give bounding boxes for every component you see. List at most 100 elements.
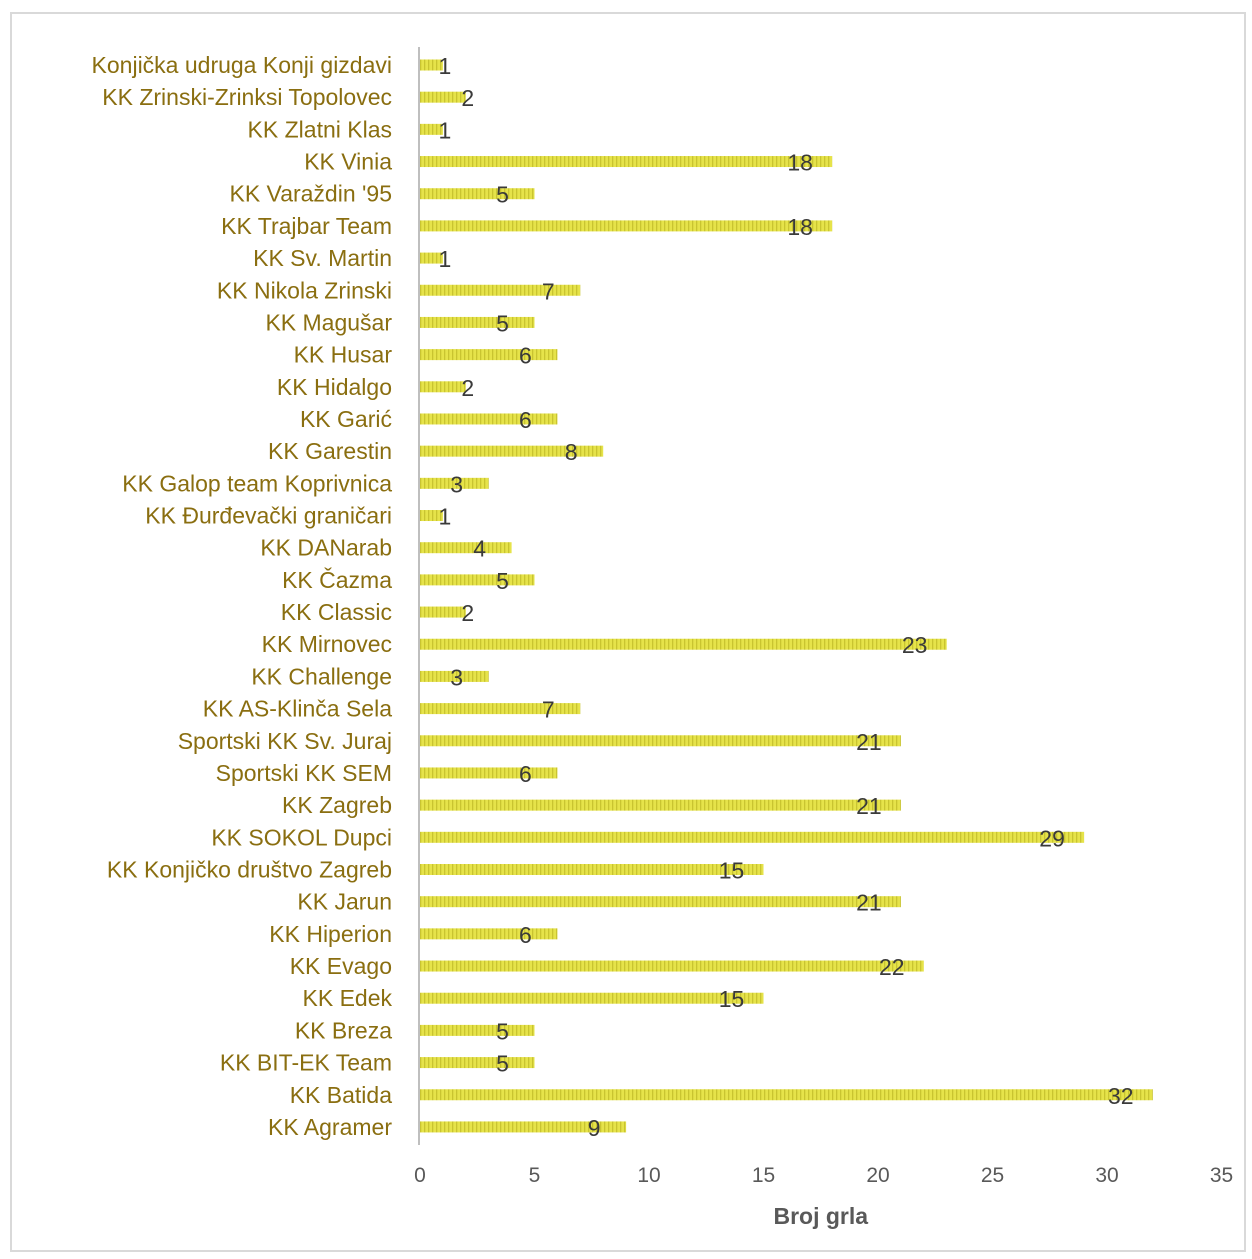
bar-chart: Konjička udruga Konji gizdavi KK Zrinski-… [92,47,1233,1229]
data-label: 5 [496,1051,509,1077]
bar [420,445,604,457]
bar [420,413,558,425]
category-label: KK Zrinski-Zrinksi Topolovec [102,84,392,110]
data-label: 21 [856,890,882,916]
data-label: 2 [461,375,474,401]
category-label: KK Varaždin '95 [229,181,392,207]
bar [420,960,924,972]
data-label: 21 [856,793,882,819]
data-label: 1 [439,504,452,530]
bar [420,284,581,296]
data-label: 15 [719,858,745,884]
category-label: KK Nikola Zrinski [217,277,392,303]
bar [420,831,1085,843]
x-axis-title: Broj grla [773,1203,868,1229]
bar [420,188,535,200]
bars [420,59,1153,1133]
data-label: 22 [879,954,905,980]
data-label: 5 [496,310,509,336]
bar [420,574,535,586]
category-label: KK Agramer [268,1114,392,1140]
category-label: Sportski KK SEM [216,760,392,786]
bar [420,735,901,747]
category-labels: Konjička udruga Konji gizdavi KK Zrinski-… [92,52,393,1140]
category-label: KK Mirnovec [262,631,392,657]
data-label: 29 [1039,825,1065,851]
data-label: 18 [787,214,813,240]
data-label: 5 [496,1018,509,1044]
x-tick-label: 20 [866,1164,889,1187]
category-label: KK Challenge [251,663,392,689]
bar [420,670,489,682]
data-label: 21 [856,729,882,755]
category-label: KK SOKOL Dupci [211,824,392,850]
category-label: KK Breza [295,1017,392,1043]
data-label: 2 [461,600,474,626]
x-tick-label: 15 [752,1164,775,1187]
category-label: KK Classic [281,599,392,625]
data-label: 7 [542,278,555,304]
bar [420,799,901,811]
data-label: 4 [473,536,486,562]
chart-frame: Konjička udruga Konji gizdavi KK Zrinski-… [10,12,1246,1252]
category-label: Sportski KK Sv. Juraj [178,728,392,754]
data-label: 1 [439,246,452,272]
x-tick-label: 10 [637,1164,660,1187]
category-label: KK Hidalgo [277,374,392,400]
data-label: 6 [519,761,532,787]
data-label: 2 [461,85,474,111]
data-label: 6 [519,407,532,433]
data-label: 15 [719,986,745,1012]
bar [420,703,581,715]
x-tick-label: 35 [1210,1164,1233,1187]
bar [420,477,489,489]
data-label: 3 [450,471,463,497]
data-labels: 1211851817562683145223372162129152162215… [439,53,1134,1141]
category-label: KK Vinia [304,149,392,175]
category-label: KK Magušar [265,309,392,335]
data-label: 8 [565,439,578,465]
x-tick-labels: 0 5 10 15 20 25 30 35 [414,1164,1233,1187]
x-tick-label: 5 [529,1164,541,1187]
category-label: KK Jarun [297,889,392,915]
bar [420,91,466,103]
bar [420,542,512,554]
category-label: KK Zlatni Klas [248,116,392,142]
bar [420,992,764,1004]
category-label: KK BIT-EK Team [220,1050,392,1076]
bar [420,252,443,264]
bar [420,381,466,393]
bar [420,316,535,328]
x-tick-label: 0 [414,1164,426,1187]
data-label: 32 [1108,1083,1134,1109]
category-label: KK Garestin [268,438,392,464]
bar [420,896,901,908]
category-label: KK Zagreb [282,792,392,818]
data-label: 1 [439,117,452,143]
category-label: KK Batida [290,1082,392,1108]
category-label: KK Čazma [282,566,392,593]
data-label: 6 [519,343,532,369]
x-tick-label: 25 [981,1164,1004,1187]
bar [420,1057,535,1069]
category-label: KK Trajbar Team [221,213,392,239]
category-label: KK AS-Klinča Sela [203,696,392,722]
bar [420,123,443,135]
bar [420,638,947,650]
category-label: KK Hiperion [269,921,392,947]
bar [420,156,833,168]
data-label: 1 [439,53,452,79]
category-label: KK Edek [303,985,393,1011]
data-label: 5 [496,568,509,594]
data-label: 23 [902,632,928,658]
bar [420,220,833,232]
bar [420,510,443,522]
bar [420,59,443,71]
bar [420,864,764,875]
bar [420,606,466,618]
bar [420,767,558,779]
data-label: 7 [542,697,555,723]
category-label: KK Evago [290,953,392,979]
category-label: Konjička udruga Konji gizdavi [92,52,392,78]
category-label: KK DANarab [260,535,392,561]
